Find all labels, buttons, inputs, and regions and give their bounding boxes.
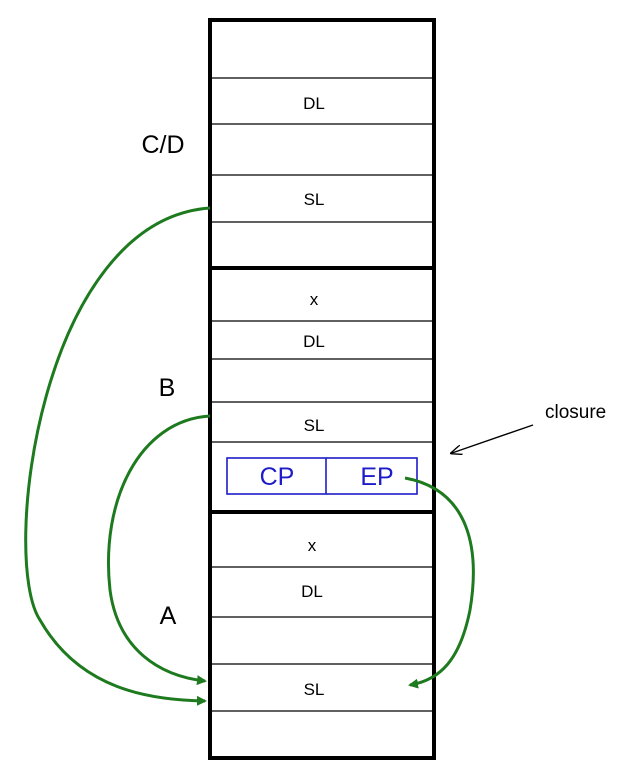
frame-b-label: B — [159, 374, 176, 402]
closure-cp: CP — [260, 463, 295, 491]
frame-b: x DL SL CP EP — [208, 266, 436, 514]
frame-a-cell-x: x — [308, 536, 317, 555]
closure-annotation-arrow — [452, 424, 534, 453]
frame-b-border — [208, 266, 436, 514]
closure-box-border — [226, 457, 418, 495]
frame-cd-border — [208, 18, 436, 270]
frame-b-cell-x: x — [310, 290, 319, 309]
frame-cd-cell-dl: DL — [303, 94, 325, 113]
frame-a-cell-sl: SL — [304, 680, 325, 699]
frame-b-cell-dl: DL — [303, 332, 325, 351]
environment-pointer-arrow — [404, 476, 475, 689]
static-link-arrow-b-to-a — [107, 414, 211, 686]
closure-box: CP EP — [226, 457, 418, 495]
static-link-arrow-cd-to-a — [24, 206, 211, 706]
frame-cd-cell-sl: SL — [304, 190, 325, 209]
frame-a-label: A — [160, 602, 177, 630]
frame-a-cell-dl: DL — [301, 582, 323, 601]
closure-annotation-label: closure — [545, 402, 606, 423]
frame-cd: DL SL — [208, 18, 436, 270]
frame-a-border — [208, 510, 436, 760]
frame-a: x DL SL — [208, 510, 436, 760]
frame-cd-label: C/D — [141, 131, 184, 159]
closure-ep: EP — [360, 463, 393, 491]
frame-b-cell-sl: SL — [304, 416, 325, 435]
